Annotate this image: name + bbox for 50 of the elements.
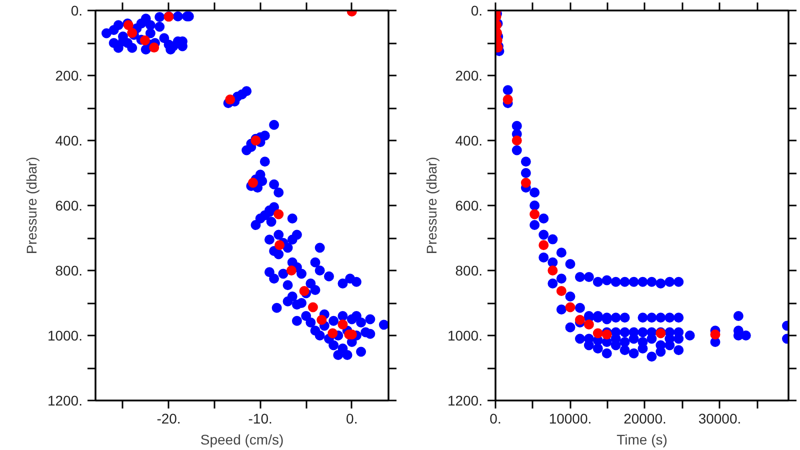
y-tick-label: 1200. — [447, 392, 483, 408]
point — [512, 136, 522, 146]
y-tick-label: 800. — [455, 262, 482, 278]
y-tick-label: 600. — [455, 198, 482, 214]
x-tick-label: 0. — [346, 410, 358, 426]
point — [274, 209, 284, 220]
point — [248, 178, 258, 188]
point — [338, 319, 348, 330]
point — [710, 330, 720, 340]
y-tick-label: 800. — [55, 262, 82, 278]
y-axis-title: Pressure (dbar) — [23, 156, 40, 254]
point — [274, 240, 285, 250]
point — [308, 302, 318, 312]
point — [565, 302, 576, 312]
y-tick-label: 600. — [55, 198, 82, 214]
y-tick-label: 200. — [55, 68, 82, 84]
point — [502, 94, 513, 105]
point — [328, 328, 338, 338]
y-tick-label: 400. — [455, 132, 482, 148]
point — [149, 42, 160, 53]
point — [225, 94, 236, 105]
x-tick-label: 10000. — [548, 410, 592, 426]
y-tick-label: 1000. — [47, 328, 83, 344]
y-tick-label: 1000. — [447, 328, 483, 344]
point — [574, 314, 585, 325]
point — [592, 328, 603, 338]
y-tick-label: 400. — [55, 132, 82, 148]
point — [538, 240, 549, 250]
point — [602, 330, 612, 340]
x-tick-label: -20. — [156, 410, 181, 426]
point — [548, 266, 558, 276]
point — [520, 178, 531, 188]
point — [316, 314, 327, 325]
point — [530, 209, 540, 220]
point — [584, 319, 594, 330]
y-axis-title: Pressure (dbar) — [423, 156, 440, 254]
y-tick-label: 1200. — [47, 392, 83, 408]
point — [299, 286, 310, 296]
point — [286, 266, 296, 276]
y-tick-label: 0. — [470, 2, 483, 18]
y-tick-label: 200. — [455, 68, 482, 84]
y-tick-label: 0. — [70, 2, 83, 18]
x-tick-label: -10. — [248, 410, 272, 426]
x-tick-label: 20000. — [624, 410, 666, 426]
x-axis-title: Time (s) — [616, 432, 668, 448]
point — [556, 286, 566, 296]
x-tick-label: 0. — [490, 410, 502, 426]
x-tick-label: 30000. — [698, 410, 742, 426]
point — [140, 35, 150, 46]
x-axis-title: Speed (cm/s) — [200, 432, 284, 448]
